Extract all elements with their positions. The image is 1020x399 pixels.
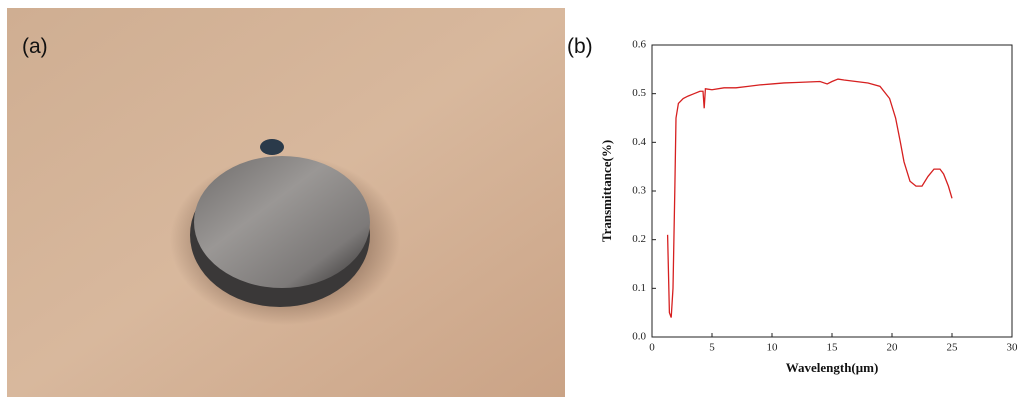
y-tick-label: 0.4 [632,136,646,148]
x-tick-label: 30 [1007,342,1019,354]
x-tick-label: 15 [827,342,839,354]
y-tick-label: 0.3 [632,185,646,197]
x-tick-label: 10 [767,342,779,354]
x-tick-label: 20 [887,342,899,354]
y-tick-label: 0.1 [632,282,646,294]
x-tick-label: 0 [649,342,655,354]
data-line [666,78,953,318]
x-tick-label: 25 [947,342,959,354]
x-axis-label: Wavelength(μm) [786,360,879,375]
y-tick-label: 0.0 [632,331,646,343]
panel-label: (b) [567,35,593,58]
photo [7,8,565,397]
x-tick-label: 5 [709,342,715,354]
chart: 0.0 0.1 0.2 0.3 0.4 0.5 0.6 0 5 10 15 20 25 30 Wavelen… [599,39,1018,375]
panel-label: (a) [22,35,48,58]
y-tick-label: 0.2 [632,233,646,245]
y-tick-label: 0.6 [632,39,646,51]
y-axis-label: Transmittance(%) [599,140,614,242]
y-tick-label: 0.5 [632,87,646,99]
